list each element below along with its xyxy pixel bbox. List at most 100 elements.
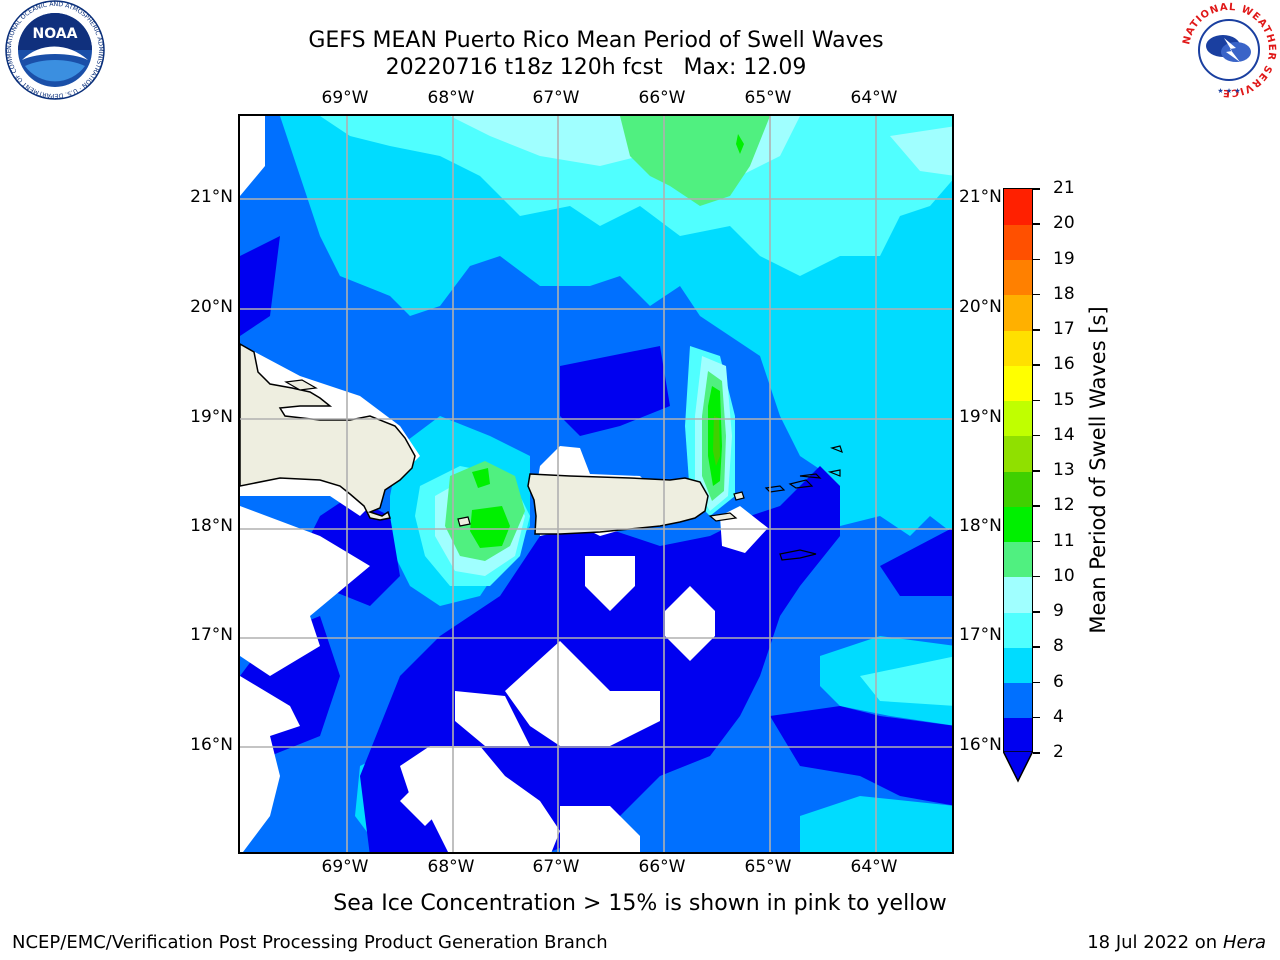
lat-tick-right: 17°N	[959, 625, 1002, 645]
lon-tick-top: 64°W	[850, 88, 898, 108]
footer-credit: NCEP/EMC/Verification Post Processing Pr…	[12, 932, 608, 953]
colorbar-segment	[1004, 682, 1032, 719]
band-10-11s	[470, 506, 510, 548]
colorbar-tick-label: 2	[1053, 742, 1064, 762]
footer-host: Hera	[1222, 932, 1266, 953]
colorbar-tick-label: 15	[1053, 389, 1075, 410]
colorbar-extend-arrow	[1003, 751, 1033, 783]
colorbar-tick-label: 20	[1053, 213, 1075, 234]
colorbar-tick-mark	[1033, 681, 1040, 683]
lon-tick-bottom: 66°W	[638, 857, 686, 877]
land-hispaniola	[240, 343, 416, 521]
colorbar-segment	[1004, 647, 1032, 683]
lon-tick-bottom: 67°W	[532, 857, 580, 877]
missing-data	[400, 776, 450, 826]
colorbar-tick-label: 4	[1053, 706, 1064, 727]
colorbar-tick-label: 9	[1053, 601, 1064, 621]
band-lt-2s	[560, 346, 670, 436]
lon-tick-top: 68°W	[427, 88, 475, 108]
lat-tick-left: 21°N	[190, 187, 233, 207]
colorbar-tick-mark	[1033, 223, 1040, 225]
band-lt-2s	[240, 236, 280, 336]
lon-tick-top: 69°W	[321, 88, 369, 108]
lon-tick-bottom: 65°W	[744, 857, 792, 877]
colorbar-segment	[1004, 612, 1032, 648]
lon-tick-top: 67°W	[532, 88, 580, 108]
band-10-11s	[472, 468, 490, 488]
missing-data	[455, 691, 530, 746]
lat-tick-left: 16°N	[190, 735, 233, 755]
lat-tick-right: 20°N	[959, 297, 1002, 317]
colorbar-tick-label: 17	[1053, 319, 1075, 339]
svg-text:NOAA: NOAA	[33, 26, 78, 42]
colorbar-tick-mark	[1033, 716, 1040, 719]
colorbar-tick-mark	[1033, 611, 1040, 613]
colorbar-tick-label: 6	[1053, 671, 1064, 692]
nws-logo: NATIONAL WEATHER SERVICE ★ ★ ★	[1178, 0, 1280, 104]
lon-tick-top: 65°W	[744, 88, 792, 108]
band-6-8s	[860, 656, 952, 706]
colorbar-segment	[1004, 506, 1032, 542]
colorbar-tick-mark	[1033, 364, 1040, 366]
colorbar-tick-label: 19	[1053, 248, 1075, 269]
noaa-logo: NATIONAL OCEANIC AND ATMOSPHERIC ADMINIS…	[0, 0, 108, 104]
map-subtitle: 20220716 t18z 120h fcst Max: 12.09	[385, 55, 807, 80]
colorbar-tick-mark	[1033, 329, 1040, 331]
colorbar-tick-label: 8	[1053, 636, 1064, 657]
colorbar-segment	[1004, 224, 1032, 260]
band-lt-2s	[770, 706, 952, 806]
colorbar-tick-mark	[1033, 540, 1040, 542]
colorbar-tick-mark	[1033, 399, 1040, 401]
colorbar-segment	[1004, 400, 1032, 437]
colorbar-tick-mark	[1033, 505, 1040, 507]
missing-data	[240, 676, 300, 852]
swell-period-contour-map	[240, 116, 952, 852]
colorbar-tick-mark	[1033, 752, 1040, 754]
colorbar-tick-label: 11	[1053, 530, 1075, 551]
colorbar-segment	[1004, 576, 1032, 613]
colorbar-tick-mark	[1033, 258, 1040, 260]
colorbar-tick-label: 13	[1053, 460, 1075, 480]
lat-tick-right: 16°N	[959, 735, 1002, 755]
graticule	[240, 116, 952, 852]
colorbar-tick-label: 10	[1053, 565, 1075, 586]
land-puerto-rico	[527, 473, 709, 535]
colorbar-tick-mark	[1033, 188, 1040, 190]
land-tortuga	[284, 379, 318, 391]
lat-tick-right: 21°N	[959, 187, 1002, 207]
band-lt-2s	[880, 528, 952, 596]
missing-data	[240, 506, 370, 676]
colorbar-segment	[1004, 259, 1032, 296]
colorbar-segment	[1004, 471, 1032, 507]
missing-data	[560, 806, 640, 852]
land-mona-island	[457, 516, 471, 527]
colorbar	[1003, 188, 1033, 754]
lat-tick-left: 18°N	[190, 516, 233, 536]
land-culebra	[733, 491, 745, 501]
lon-tick-bottom: 64°W	[850, 857, 898, 877]
colorbar-segment	[1004, 365, 1032, 401]
sea-ice-footnote: Sea Ice Concentration > 15% is shown in …	[333, 891, 947, 916]
colorbar-tick-label: 18	[1053, 283, 1075, 304]
missing-data	[400, 746, 560, 852]
colorbar-segment	[1004, 435, 1032, 472]
footer-date: 18 Jul 2022 on Hera	[1087, 932, 1266, 953]
colorbar-tick-label: 14	[1053, 424, 1075, 445]
map-title: GEFS MEAN Puerto Rico Mean Period of Swe…	[308, 28, 884, 53]
lat-tick-right: 18°N	[959, 516, 1002, 536]
land-virgin-islands	[764, 445, 843, 561]
colorbar-tick-mark	[1033, 293, 1040, 296]
lon-tick-top: 66°W	[638, 88, 686, 108]
colorbar-tick-mark	[1033, 470, 1040, 472]
band-9-10s	[620, 116, 770, 206]
lat-tick-left: 17°N	[190, 625, 233, 645]
lat-tick-right: 19°N	[959, 407, 1002, 427]
colorbar-segment	[1004, 717, 1032, 754]
colorbar-segment	[1004, 294, 1032, 331]
band-10-11s	[736, 134, 744, 154]
colorbar-tick-mark	[1033, 575, 1040, 578]
lon-tick-bottom: 68°W	[427, 857, 475, 877]
band-11-12s	[713, 416, 720, 466]
missing-data	[665, 586, 715, 661]
colorbar-tick-label: 12	[1053, 495, 1075, 516]
